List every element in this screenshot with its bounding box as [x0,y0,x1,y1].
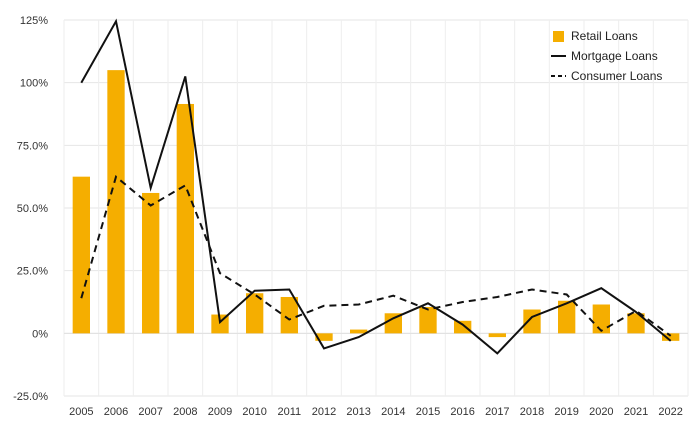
bar-retail-loans [72,176,90,334]
x-tick-label: 2021 [624,406,648,418]
x-tick-label: 2006 [104,406,128,418]
x-tick-label: 2010 [242,406,266,418]
y-tick-label: -25.0% [13,391,48,403]
bar-retail-loans [523,309,541,334]
bar-retail-loans [419,307,437,334]
bar-retail-loans [662,333,680,341]
y-tick-label: 50.0% [17,203,48,215]
consumer-loans-line [80,174,672,337]
x-tick-label: 2018 [520,406,544,418]
loan-lines [80,18,672,355]
bar-retail-loans [627,313,645,334]
bar-retail-loans [350,329,368,334]
x-tick-label: 2008 [173,406,197,418]
x-tick-label: 2012 [312,406,336,418]
grid-lines [63,19,689,397]
x-tick-label: 2009 [208,406,232,418]
x-tick-label: 2015 [416,406,440,418]
y-tick-label: 75.0% [17,140,48,152]
bar-retail-loans [280,296,298,334]
bar-retail-loans [142,192,160,334]
x-tick-label: 2011 [278,406,302,418]
legend-swatch-retail-loans [553,31,564,42]
x-tick-label: 2020 [589,406,613,418]
bar-retail-loans [246,293,264,334]
x-tick-label: 2017 [485,406,509,418]
bar-retail-loans [176,103,194,334]
bar-retail-loans [488,333,506,338]
bar-retail-loans [315,333,333,341]
legend: Retail Loans Mortgage Loans Consumer Loans [551,29,662,83]
y-tick-label: 100% [20,78,48,90]
x-tick-label: 2014 [381,406,405,418]
bar-retail-loans [592,304,610,334]
x-tick-label: 2019 [554,406,578,418]
x-tick-label: 2007 [138,406,162,418]
retail-loans-bars [72,70,680,341]
axes: 125% 100% 75.0% 50.0% 25.0% 0% -25.0% 2005 2006 2… [13,15,683,418]
bar-retail-loans [107,70,125,334]
y-tick-label: 125% [20,15,48,27]
bar-retail-loans [384,313,402,334]
mortgage-loans-line [80,18,672,355]
bar-retail-loans [558,300,576,334]
x-tick-label: 2022 [658,406,682,418]
y-tick-label: 0% [32,328,48,340]
legend-label-consumer-loans: Consumer Loans [571,69,662,83]
bar-retail-loans [454,320,472,334]
x-tick-label: 2016 [450,406,474,418]
x-tick-label: 2013 [346,406,370,418]
legend-label-retail-loans: Retail Loans [571,29,638,43]
y-tick-label: 25.0% [17,266,48,278]
legend-label-mortgage-loans: Mortgage Loans [571,49,658,63]
x-tick-label: 2005 [69,406,93,418]
